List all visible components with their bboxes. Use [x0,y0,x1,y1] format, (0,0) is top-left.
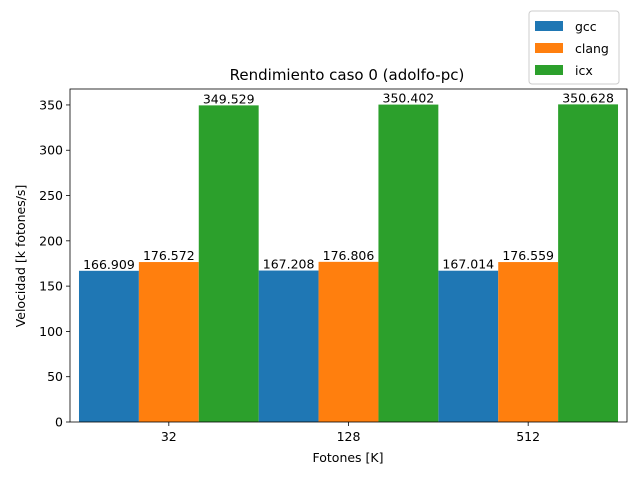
legend-swatch-icx [535,65,563,75]
x-tick-label: 512 [516,429,540,444]
bar-value-label: 176.559 [502,248,554,263]
bar-gcc-128 [258,270,319,422]
y-tick-label: 150 [39,279,63,294]
bar-value-label: 167.208 [263,257,315,272]
x-tick-label: 32 [161,429,177,444]
y-tick-label: 0 [55,415,63,430]
x-axis: 32 128 512 [161,422,540,444]
bar-value-label: 350.628 [562,90,614,105]
bar-clang-32 [138,262,199,422]
bar-value-label: 176.806 [323,248,375,263]
legend-label-clang: clang [575,41,609,56]
chart-title: Rendimiento caso 0 (adolfo-pc) [230,66,465,84]
y-tick-label: 200 [39,233,63,248]
bar-value-label: 176.572 [143,248,195,263]
bar-icx-128 [378,104,439,422]
bar-icx-512 [558,104,619,423]
x-tick-label: 128 [337,429,361,444]
y-tick-label: 250 [39,188,63,203]
bar-clang-128 [318,261,379,422]
legend-label-gcc: gcc [575,19,597,34]
bar-value-label: 166.909 [83,257,135,272]
legend-label-icx: icx [575,63,593,78]
legend-swatch-gcc [535,21,563,31]
bar-clang-512 [498,262,559,422]
plot-area: 166.909 167.208 167.014 176.572 176.806 176.5… [78,90,619,423]
legend-swatch-clang [535,43,563,53]
bar-gcc-32 [78,270,139,422]
x-axis-label: Fotones [K] [313,450,384,465]
y-axis: 0 50 100 150 200 250 300 350 [39,97,70,430]
y-tick-label: 350 [39,97,63,112]
bar-value-label: 167.014 [442,257,494,272]
y-tick-label: 300 [39,143,63,158]
y-tick-label: 50 [47,369,63,384]
bar-value-label: 349.529 [203,91,255,106]
bar-gcc-512 [438,270,499,422]
y-axis-label: Velocidad [k fotones/s] [13,185,28,328]
legend: gcc clang icx [528,10,620,85]
y-tick-label: 100 [39,324,63,339]
bar-value-label: 350.402 [383,91,435,106]
bar-icx-32 [198,105,259,422]
